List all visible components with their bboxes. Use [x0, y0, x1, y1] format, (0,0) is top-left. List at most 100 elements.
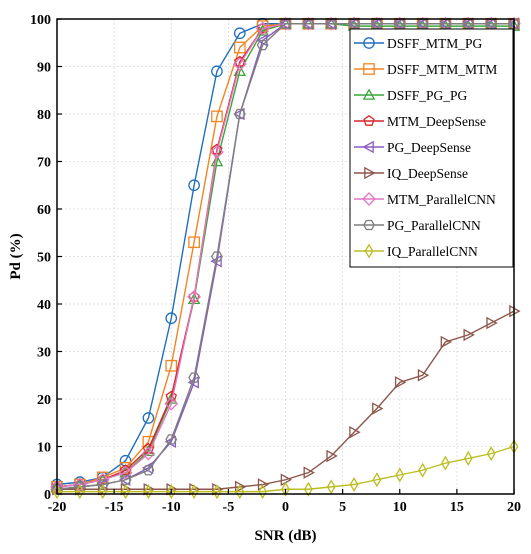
data-point-marker — [486, 446, 496, 462]
data-point-marker — [235, 484, 245, 500]
legend-label: MTM_DeepSense — [387, 114, 486, 129]
data-point-marker — [165, 359, 178, 372]
legend-entry: DSFF_PG_PG — [354, 88, 468, 103]
data-point-marker — [255, 21, 270, 36]
data-point-marker — [234, 480, 247, 494]
legend-entry: IQ_DeepSense — [354, 166, 468, 181]
data-point-marker — [118, 465, 133, 480]
data-point-marker — [211, 110, 223, 123]
legend-entry: DSFF_MTM_MTM — [354, 62, 497, 77]
data-point-marker — [326, 479, 336, 495]
data-point-marker — [441, 455, 450, 471]
legend-label: PG_DeepSense — [387, 140, 471, 155]
data-point-marker — [52, 484, 62, 500]
series-line — [56, 23, 514, 490]
data-point-marker — [364, 243, 374, 259]
data-point-marker — [189, 484, 199, 500]
data-point-marker — [363, 114, 375, 126]
data-point-marker — [210, 251, 223, 262]
x-tick-label: 0 — [282, 500, 289, 515]
data-point-marker — [166, 484, 176, 500]
data-point-marker — [188, 179, 200, 192]
data-point-marker — [233, 41, 246, 54]
data-point-marker — [233, 27, 246, 40]
data-point-marker — [372, 402, 384, 415]
x-tick-label: -20 — [48, 500, 67, 515]
data-point-marker — [119, 473, 131, 487]
data-point-marker — [141, 446, 156, 461]
data-point-marker — [364, 166, 376, 180]
y-tick-label: 10 — [37, 441, 51, 456]
data-point-marker — [75, 484, 85, 500]
series-line — [57, 310, 515, 490]
data-point-marker — [418, 462, 427, 478]
data-point-marker — [164, 396, 179, 411]
data-point-marker — [363, 63, 375, 75]
legend-label: IQ_ParallelCNN — [387, 244, 478, 259]
data-point-marker — [417, 368, 430, 382]
series-5 — [52, 304, 521, 496]
data-point-marker — [98, 484, 108, 500]
data-point-marker — [142, 412, 155, 424]
x-axis-label: SNR (dB) — [254, 528, 316, 544]
data-point-marker — [233, 108, 246, 120]
y-tick-label: 70 — [37, 156, 51, 171]
legend-entry: DSFF_MTM_PG — [354, 36, 483, 51]
x-tick-label: 15 — [450, 500, 464, 515]
y-tick-label: 100 — [30, 13, 51, 28]
data-point-marker — [440, 335, 452, 349]
legend-label: DSFF_PG_PG — [387, 88, 468, 103]
data-point-marker — [165, 312, 178, 325]
data-point-marker — [362, 88, 376, 100]
data-point-marker — [349, 425, 361, 439]
data-point-marker — [281, 481, 290, 497]
x-tick-label: -10 — [162, 500, 181, 515]
data-point-marker — [463, 328, 475, 342]
data-point-marker — [362, 192, 376, 206]
data-point-marker — [165, 434, 178, 445]
y-tick-label: 90 — [37, 61, 51, 76]
data-point-marker — [363, 37, 375, 49]
data-point-marker — [280, 473, 293, 487]
legend-label: PG_ParallelCNN — [387, 218, 481, 233]
legend-label: MTM_ParallelCNN — [387, 192, 496, 207]
data-point-marker — [72, 477, 87, 492]
data-point-marker — [232, 57, 247, 72]
legend-entry: PG_ParallelCNN — [354, 218, 481, 233]
legend-entry: MTM_DeepSense — [354, 114, 486, 129]
data-point-marker — [119, 474, 132, 485]
legend-entry: MTM_ParallelCNN — [354, 192, 496, 207]
y-tick-label: 20 — [37, 393, 51, 408]
legend-label: DSFF_MTM_PG — [387, 36, 483, 51]
data-point-marker — [256, 39, 269, 51]
data-point-marker — [258, 484, 268, 500]
data-point-marker — [188, 372, 201, 383]
legend-entry: IQ_ParallelCNN — [354, 243, 478, 259]
data-point-marker — [372, 472, 382, 488]
tick-layer: -20 -15 -10 -5 0 5 10 15 20 0 10 20 30 40 50 60 70 80 90 10… — [30, 13, 521, 515]
data-point-marker — [188, 236, 200, 249]
legend-label: IQ_DeepSense — [387, 166, 468, 181]
y-tick-label: 60 — [37, 203, 51, 218]
data-point-marker — [303, 481, 313, 497]
data-point-marker — [486, 316, 498, 330]
x-tick-label: 5 — [339, 500, 346, 515]
data-point-marker — [142, 465, 155, 476]
data-point-marker — [121, 484, 130, 500]
y-tick-label: 30 — [37, 346, 51, 361]
data-point-marker — [463, 450, 473, 466]
legend: DSFF_MTM_PG DSFF_MTM_MTM DSFF_PG_PG MTM_Dee… — [349, 28, 514, 268]
data-point-marker — [210, 145, 224, 159]
data-point-marker — [144, 484, 153, 500]
y-tick-label: 50 — [37, 251, 51, 266]
data-point-marker — [349, 476, 359, 493]
data-point-marker — [119, 464, 132, 476]
data-point-marker — [326, 449, 338, 463]
data-point-marker — [212, 484, 222, 500]
data-point-marker — [303, 466, 315, 479]
data-point-marker — [394, 376, 407, 389]
series-7 — [51, 18, 520, 495]
data-point-marker — [395, 467, 405, 483]
data-point-marker — [187, 289, 201, 304]
